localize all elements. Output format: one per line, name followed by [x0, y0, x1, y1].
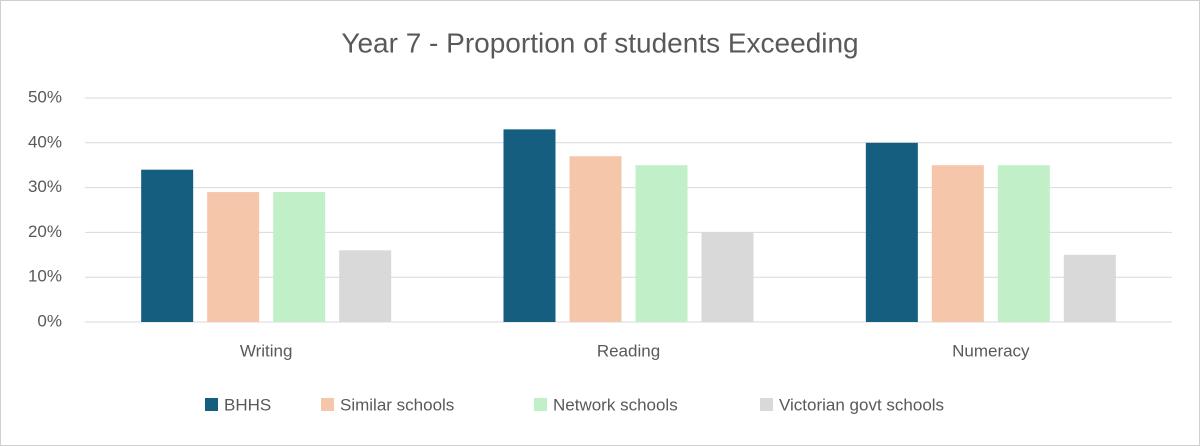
y-tick-label: 50% [28, 87, 62, 106]
y-tick-label: 30% [28, 177, 62, 196]
bar [1063, 254, 1116, 322]
y-tick-label: 0% [37, 311, 62, 330]
legend-label: BHHS [224, 395, 271, 414]
legend-swatch [760, 398, 773, 411]
bar [569, 156, 622, 322]
chart-title: Year 7 - Proportion of students Exceedin… [341, 27, 858, 58]
legend-swatch [321, 398, 334, 411]
legend-label: Network schools [553, 395, 678, 414]
x-tick-label: Writing [240, 341, 293, 360]
bar [503, 129, 556, 322]
legend-label: Similar schools [340, 395, 454, 414]
legend-swatch [205, 398, 218, 411]
x-tick-label: Numeracy [952, 341, 1030, 360]
bar [635, 165, 688, 322]
y-tick-label: 40% [28, 132, 62, 151]
x-tick-label: Reading [597, 341, 660, 360]
y-tick-label: 10% [28, 267, 62, 286]
bar [141, 169, 194, 322]
legend-label: Victorian govt schools [779, 395, 944, 414]
bar [865, 142, 918, 322]
legend-swatch [534, 398, 547, 411]
bar [997, 165, 1050, 322]
bar [701, 232, 754, 322]
bar [931, 165, 984, 322]
bar [339, 250, 392, 322]
y-tick-label: 20% [28, 222, 62, 241]
bar [273, 192, 326, 322]
bar [207, 192, 260, 322]
